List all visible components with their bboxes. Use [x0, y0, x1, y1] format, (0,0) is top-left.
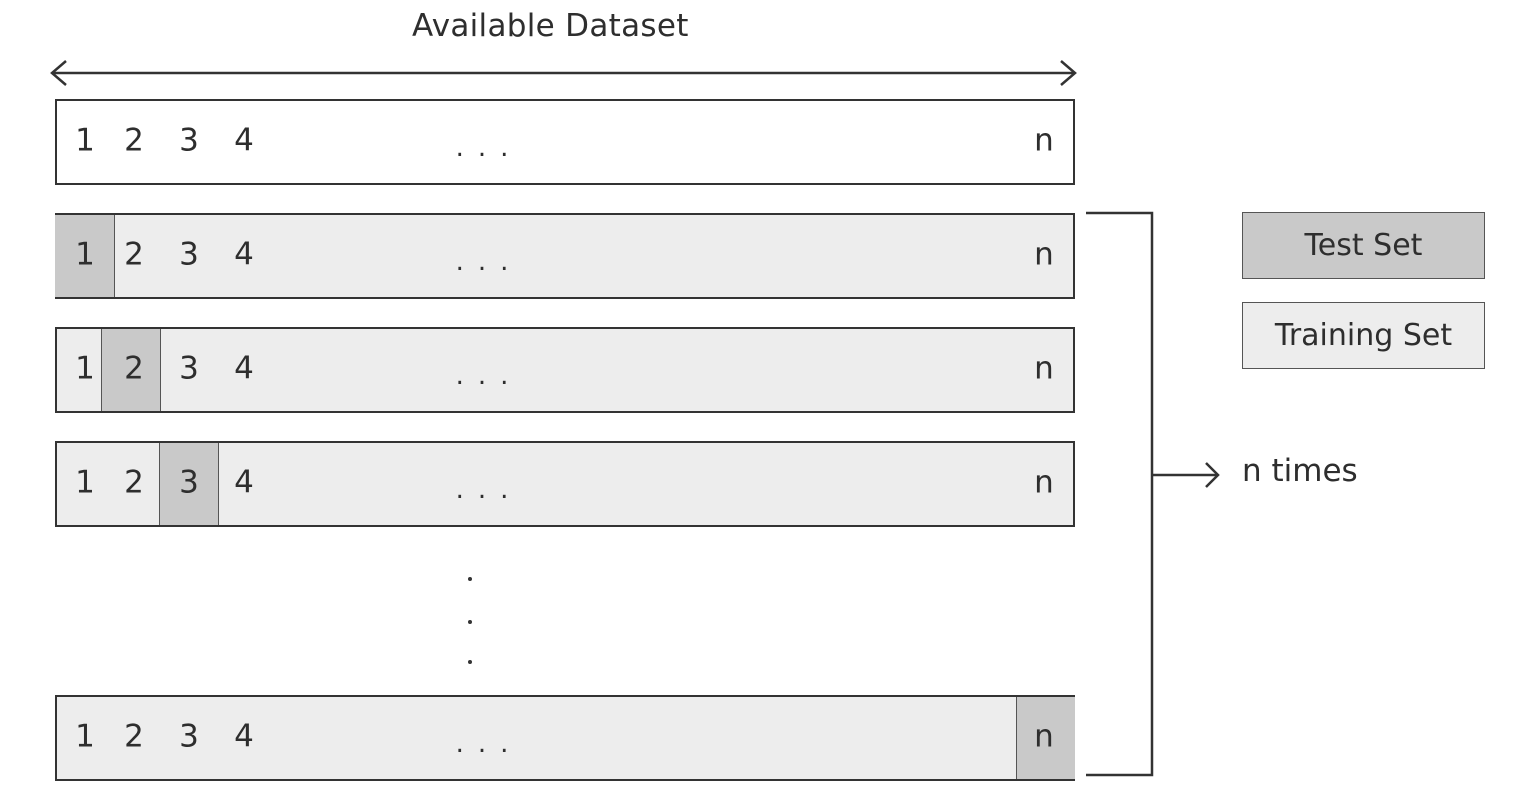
vertical-ellipsis-dot — [468, 577, 472, 581]
ellipsis: ... — [455, 729, 523, 759]
legend-training-set: Training Set — [1242, 302, 1485, 369]
cell-label: 1 — [75, 718, 95, 755]
repeat-label: n times — [1242, 453, 1358, 489]
cell-label: 3 — [179, 122, 199, 159]
legend-test-set: Test Set — [1242, 212, 1485, 279]
ellipsis: ... — [455, 247, 523, 277]
cell-label: 2 — [124, 236, 144, 273]
cell-label: 4 — [234, 122, 254, 159]
test-fold-cell — [55, 215, 115, 297]
cell-label: 1 — [75, 350, 95, 387]
cell-label-last: n — [1034, 350, 1054, 387]
ellipsis: ... — [455, 361, 523, 391]
cell-label: 1 — [75, 464, 95, 501]
cell-label: 1 — [75, 122, 95, 159]
cell-label: 3 — [179, 464, 199, 501]
fold-row: 1 2 3 4... n — [55, 213, 1075, 299]
cell-label: 3 — [179, 350, 199, 387]
cell-label: 4 — [234, 718, 254, 755]
fold-row: 1 2 3 4... n — [55, 441, 1075, 527]
test-fold-cell — [159, 443, 219, 525]
test-fold-cell — [101, 329, 161, 411]
fold-row: 1 2 3 4... n — [55, 695, 1075, 781]
cell-label: 4 — [234, 350, 254, 387]
ellipsis: ... — [455, 475, 523, 505]
cell-label: 1 — [75, 236, 95, 273]
fold-row: 1 2 3 4... n — [55, 327, 1075, 413]
cell-label: 2 — [124, 464, 144, 501]
cell-label: 3 — [179, 718, 199, 755]
cell-label: 4 — [234, 464, 254, 501]
cell-label-last: n — [1034, 718, 1054, 755]
cell-label: 3 — [179, 236, 199, 273]
cell-label-last: n — [1034, 236, 1054, 273]
ellipsis: ... — [455, 133, 523, 163]
cell-label: 2 — [124, 122, 144, 159]
cell-label: 2 — [124, 718, 144, 755]
cell-label-last: n — [1034, 122, 1054, 159]
test-fold-cell — [1016, 697, 1075, 779]
cell-label: 4 — [234, 236, 254, 273]
vertical-ellipsis-dot — [468, 660, 472, 664]
cell-label-last: n — [1034, 464, 1054, 501]
vertical-ellipsis-dot — [468, 620, 472, 624]
diagram-title: Available Dataset — [412, 8, 689, 44]
fold-row: 1 2 3 4... n — [55, 99, 1075, 185]
cell-label: 2 — [124, 350, 144, 387]
